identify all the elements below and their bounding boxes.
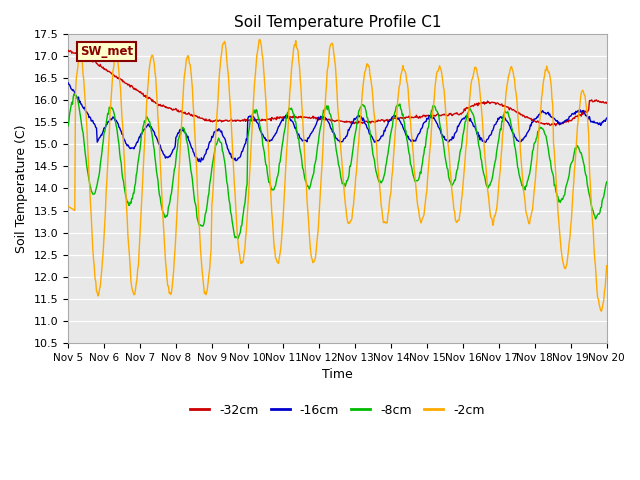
Y-axis label: Soil Temperature (C): Soil Temperature (C): [15, 124, 28, 253]
Legend: -32cm, -16cm, -8cm, -2cm: -32cm, -16cm, -8cm, -2cm: [185, 399, 490, 422]
X-axis label: Time: Time: [322, 368, 353, 381]
Text: SW_met: SW_met: [80, 45, 133, 58]
Title: Soil Temperature Profile C1: Soil Temperature Profile C1: [234, 15, 441, 30]
